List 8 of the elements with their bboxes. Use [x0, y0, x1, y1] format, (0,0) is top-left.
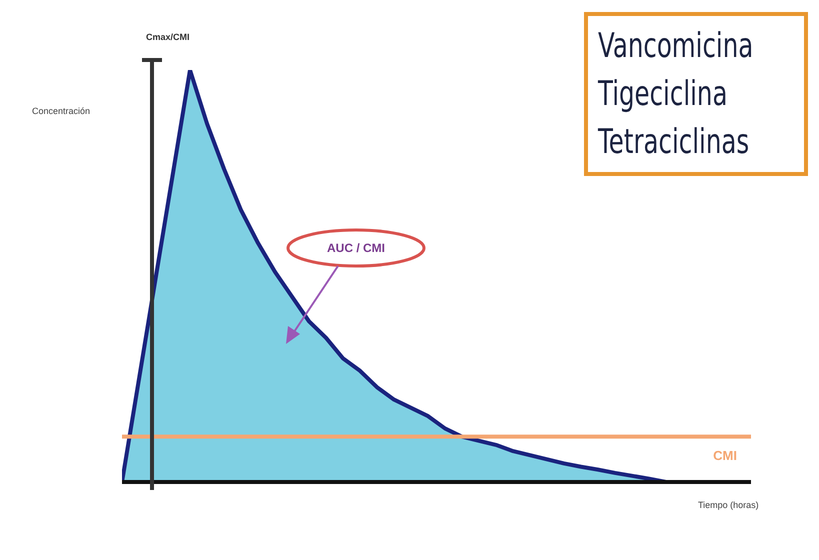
annotation: Tigeciclina [598, 73, 728, 116]
x-axis-title: Tiempo (horas) [698, 500, 759, 510]
text: Cmax/CMI [146, 32, 190, 42]
y-axis-title: Concentración [32, 106, 90, 116]
ref-line-label: CMI [713, 448, 737, 463]
annotation: AUC / CMI [326, 241, 386, 255]
text-box: Vancomicina Tigeciclina Tetraciclinas [584, 12, 808, 176]
annotation: Tetraciclinas [598, 121, 750, 164]
